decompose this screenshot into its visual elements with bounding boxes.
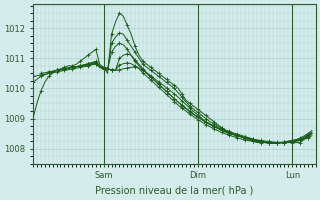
X-axis label: Pression niveau de la mer( hPa ): Pression niveau de la mer( hPa ) [95, 186, 253, 196]
